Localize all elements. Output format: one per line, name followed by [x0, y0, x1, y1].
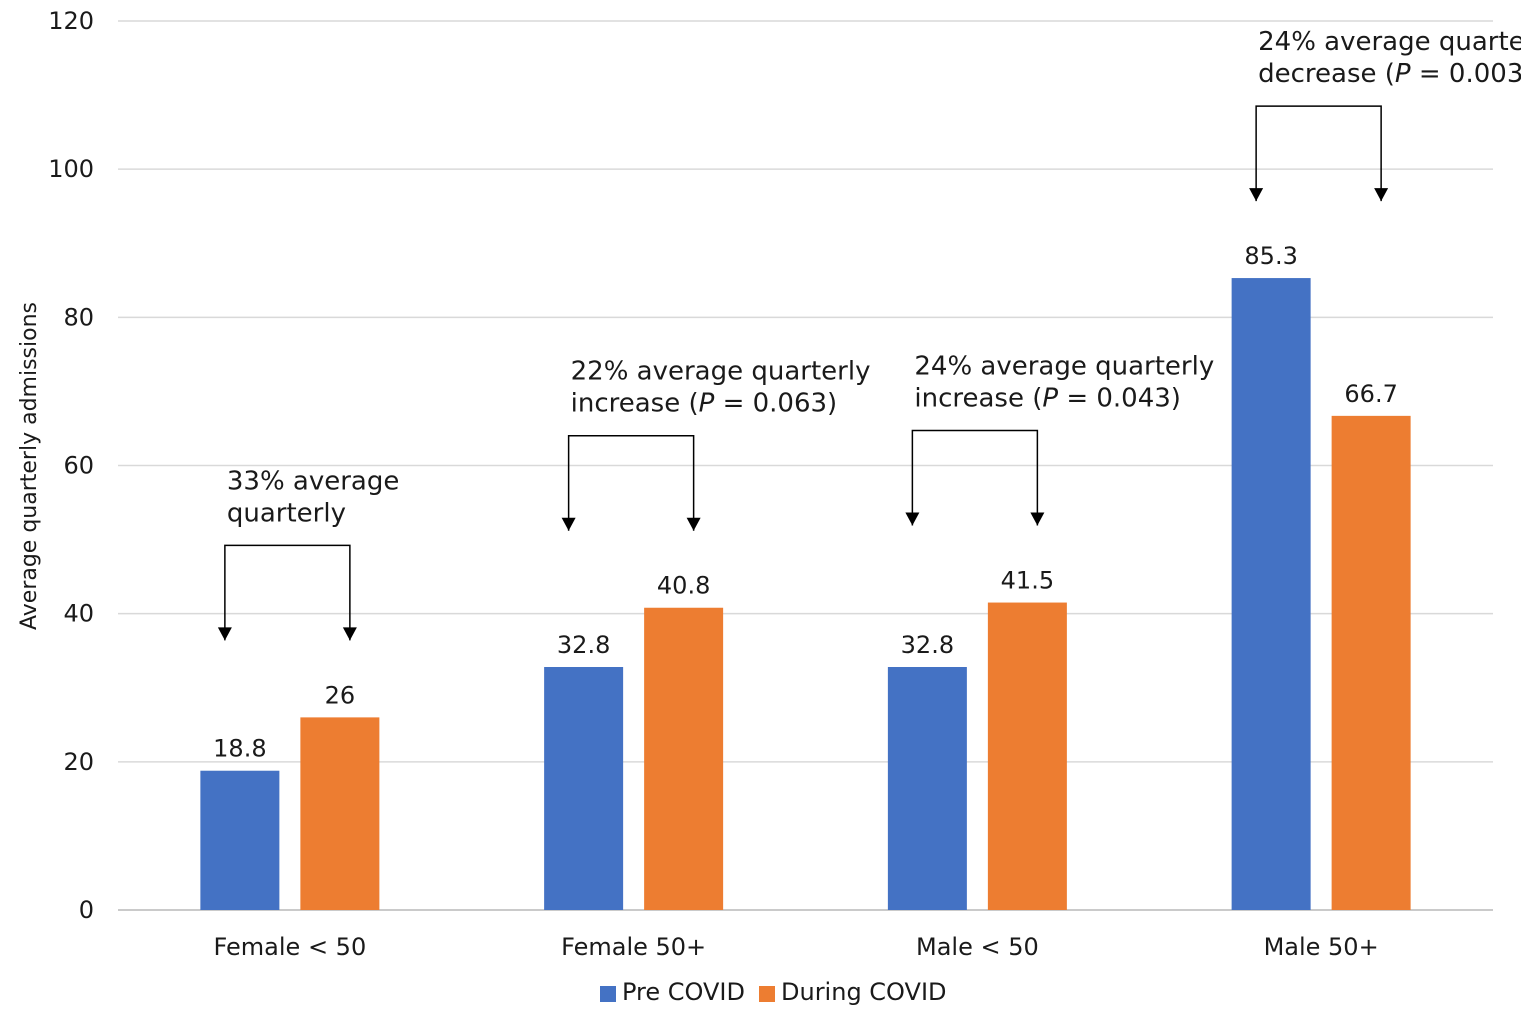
annotation-text: 33% average	[227, 466, 400, 496]
annotation-text: decrease (P = 0.003)	[1258, 59, 1521, 89]
annotation: 24% average quarterlydecrease (P = 0.003…	[1249, 27, 1521, 202]
arrow-head	[342, 627, 357, 641]
x-category-label: Female 50+	[561, 933, 706, 961]
legend: Pre COVID During COVID	[600, 978, 947, 1006]
annotation-text: increase (P = 0.043)	[914, 384, 1181, 414]
annotation-text: 22% average quarterly	[571, 357, 871, 387]
legend-label: During COVID	[781, 978, 947, 1006]
legend-swatch	[759, 986, 775, 1002]
bars	[200, 278, 1411, 910]
bar	[544, 667, 624, 910]
annotation-text: quarterly	[227, 498, 346, 528]
arrow-head	[905, 512, 920, 526]
bracket	[911, 429, 1039, 526]
bar	[200, 770, 280, 910]
arrow-head	[686, 517, 701, 531]
x-axis-categories: Female < 50 Female 50+ Male < 50 Male 50+	[214, 933, 1379, 961]
data-label: 41.5	[1001, 567, 1054, 595]
legend-swatch	[600, 986, 616, 1002]
annotation-text: increase (P = 0.063)	[571, 389, 838, 419]
data-label: 40.8	[657, 572, 710, 600]
annotation-text: 24% average quarterly	[1258, 27, 1521, 57]
x-category-label: Male 50+	[1264, 933, 1379, 961]
bracket	[224, 544, 351, 641]
x-category-label: Female < 50	[214, 933, 367, 961]
bar	[644, 607, 724, 910]
y-tick-label: 20	[63, 748, 94, 776]
arrow-head	[1249, 188, 1264, 202]
y-tick-label: 60	[63, 452, 94, 480]
bracket	[567, 434, 695, 531]
bar	[987, 602, 1067, 910]
data-label: 26	[325, 681, 356, 709]
bar	[1231, 278, 1311, 910]
y-tick-label: 40	[63, 600, 94, 628]
y-tick-label: 100	[48, 155, 94, 183]
data-label: 32.8	[901, 631, 954, 659]
y-tick-label: 0	[79, 896, 94, 924]
y-tick-label: 120	[48, 7, 94, 35]
bracket	[1255, 105, 1382, 202]
arrow-head	[1030, 512, 1045, 526]
y-axis-ticks: 0 20 40 60 80 100 120	[48, 7, 94, 924]
bar	[887, 667, 967, 910]
arrow-head	[1374, 188, 1389, 202]
bar	[300, 717, 380, 910]
data-label: 32.8	[557, 631, 610, 659]
arrow-head	[217, 627, 232, 641]
arrow-head	[561, 517, 576, 531]
data-label: 66.7	[1344, 380, 1397, 408]
data-label: 18.8	[213, 735, 266, 763]
data-labels: 18.8 26 32.8 40.8 32.8 41.5 85.3 66.7	[213, 242, 1398, 763]
x-category-label: Male < 50	[916, 933, 1039, 961]
bar	[1331, 415, 1411, 910]
y-axis-title: Average quarterly admissions	[17, 302, 42, 630]
data-label: 85.3	[1244, 242, 1297, 270]
annotation-text: 24% average quarterly	[914, 352, 1214, 382]
y-tick-label: 80	[63, 303, 94, 331]
legend-label: Pre COVID	[622, 978, 745, 1006]
